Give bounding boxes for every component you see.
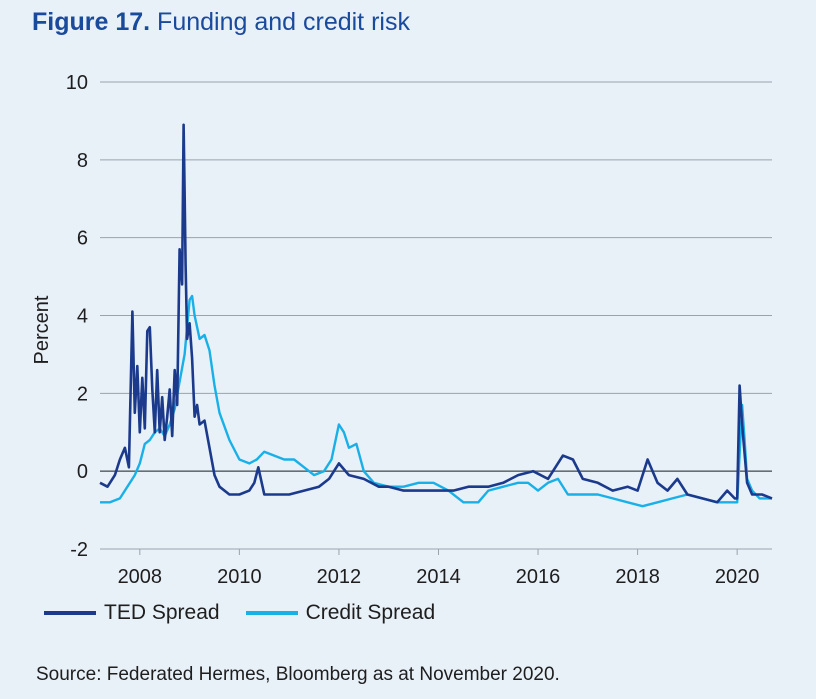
- y-tick-label: 4: [77, 306, 88, 328]
- source-note: Source: Federated Hermes, Bloomberg as a…: [36, 664, 560, 685]
- x-tick-label: 2020: [715, 566, 760, 588]
- y-tick-label: 0: [77, 461, 88, 483]
- legend-swatch-ted: [44, 611, 96, 615]
- figure-number: Figure 17.: [32, 8, 151, 36]
- x-tick-label: 2014: [416, 566, 461, 588]
- y-tick-label: 10: [66, 72, 88, 94]
- x-tick-label: 2008: [118, 566, 163, 588]
- series-line-ted-spread: [99, 123, 773, 504]
- legend-swatch-credit: [245, 611, 298, 615]
- legend-item-ted: TED Spread: [44, 601, 220, 625]
- y-tick-label: 6: [77, 228, 88, 250]
- y-tick-label: 2: [77, 383, 88, 405]
- line-chart: -2 0 2 4 6 8 10 2008 2010 2012 2014 2016 2018 2020 P…: [31, 72, 773, 588]
- series-line-credit-spread: [100, 294, 772, 508]
- legend-label-credit: Credit Spread: [305, 601, 436, 624]
- y-tick-label: 8: [77, 150, 88, 172]
- figure-title: Figure 17. Funding and credit risk: [32, 8, 410, 37]
- y-axis-label: Percent: [31, 295, 53, 364]
- legend: TED Spread Credit Spread: [44, 601, 461, 625]
- x-tick-label: 2012: [317, 566, 362, 588]
- y-tick-label: -2: [70, 539, 88, 561]
- legend-item-credit: Credit Spread: [245, 601, 436, 625]
- legend-label-ted: TED Spread: [104, 601, 220, 624]
- x-tick-label: 2010: [217, 566, 262, 588]
- figure-title-text: Funding and credit risk: [157, 8, 410, 36]
- x-tick-label: 2016: [516, 566, 561, 588]
- x-tick-label: 2018: [615, 566, 660, 588]
